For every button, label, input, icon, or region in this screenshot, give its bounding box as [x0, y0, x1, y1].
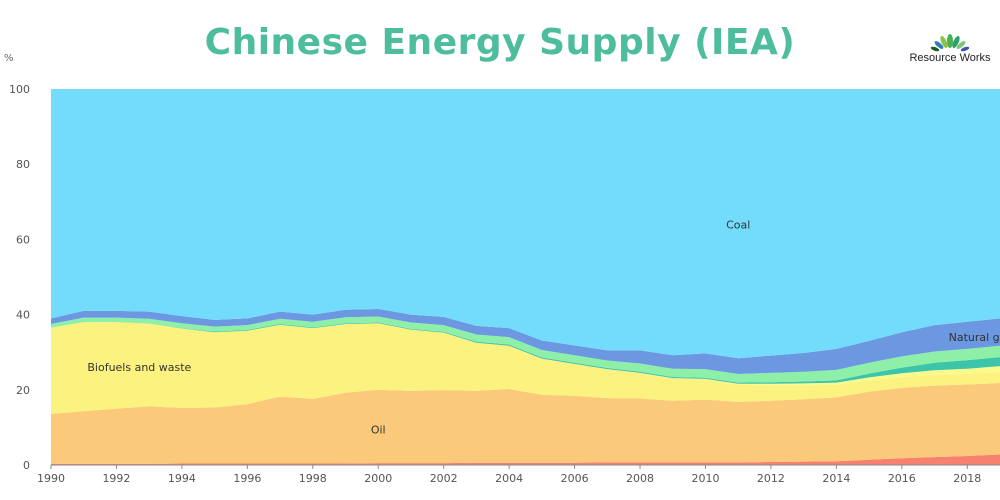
series-label-natural-gas: Natural gas [949, 331, 1000, 344]
y-tick-label: 20 [16, 384, 30, 397]
x-tick-label: 1992 [102, 472, 130, 485]
y-tick-label: 100 [9, 83, 30, 96]
series-label-oil: Oil [371, 423, 386, 436]
x-tick-label: 2004 [495, 472, 523, 485]
logo-text: Resource Works [909, 52, 991, 64]
x-tick-label: 1990 [37, 472, 65, 485]
x-tick-label: 2008 [626, 472, 654, 485]
x-tick-label: 2016 [888, 472, 916, 485]
x-tick-label: 1994 [168, 472, 196, 485]
x-tick-label: 1996 [233, 472, 261, 485]
x-tick-label: 2014 [822, 472, 850, 485]
area-natural-gas [51, 308, 1000, 375]
area-hydro [51, 316, 1000, 383]
area-coal [51, 89, 1000, 359]
y-tick-label: 60 [16, 233, 30, 246]
x-tick-label: 2002 [430, 472, 458, 485]
x-tick-label: 2012 [757, 472, 785, 485]
x-tick-label: 2006 [561, 472, 589, 485]
y-tick-label: 0 [23, 459, 30, 472]
y-tick-label: 80 [16, 158, 30, 171]
x-tick-label: 2010 [691, 472, 719, 485]
area-oil [51, 383, 1000, 464]
area-unlabeled [51, 454, 1000, 465]
x-tick-label: 2000 [364, 472, 392, 485]
chart-title: Chinese Energy Supply (IEA) [204, 22, 796, 63]
y-axis-unit: % [4, 53, 14, 64]
resource-works-logo: Resource Works [905, 30, 995, 70]
x-tick-label: 2018 [953, 472, 981, 485]
area-biofuels-and-waste [51, 322, 1000, 414]
series-label-coal: Coal [726, 218, 750, 231]
series-label-biofuels-and-waste: Biofuels and waste [87, 361, 191, 374]
leaf-logo-icon [930, 34, 970, 52]
x-tick-label: 1998 [299, 472, 327, 485]
y-tick-label: 40 [16, 309, 30, 322]
